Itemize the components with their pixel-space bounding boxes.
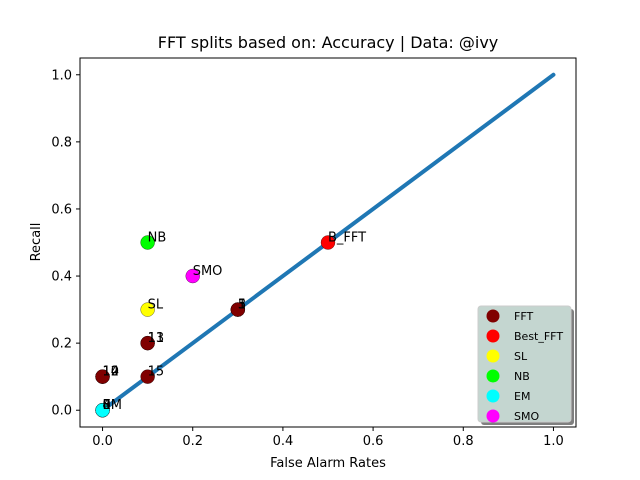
point-em-0 bbox=[95, 403, 110, 418]
point-label-fft-1: 4 bbox=[103, 398, 111, 413]
legend-marker-sl bbox=[486, 349, 500, 363]
point-label-fft-9: 1 bbox=[238, 298, 246, 313]
point-fft-5 bbox=[95, 369, 110, 384]
point-fft-8 bbox=[140, 335, 155, 351]
point-label-fft-2: 8 bbox=[103, 398, 111, 413]
point-label-fft-7: 11 bbox=[148, 331, 165, 346]
y-tick-label-5: 1.0 bbox=[51, 68, 72, 83]
point-label-best-fft-0: B_FFT bbox=[328, 231, 366, 246]
legend-marker-smo bbox=[486, 409, 500, 423]
x-tick-label-1: 0.2 bbox=[182, 434, 203, 449]
point-fft-6 bbox=[140, 369, 155, 384]
legend-marker-best-fft bbox=[486, 329, 500, 343]
legend-marker-fft bbox=[486, 309, 500, 323]
point-label-fft-8: 13 bbox=[148, 331, 165, 346]
x-tick-label-5: 1.0 bbox=[543, 434, 564, 449]
point-label-em-0: EM bbox=[103, 398, 122, 413]
legend-label-nb: NB bbox=[514, 370, 530, 383]
point-nb-0 bbox=[140, 235, 155, 250]
y-tick-label-1: 0.2 bbox=[51, 337, 72, 352]
axes: 0.0 0.2 0.4 0.6 0.8 1.0 0.0 0.2 0.4 0.6 0.8 1.0 bbox=[51, 68, 563, 449]
point-label-fft-11: 5 bbox=[238, 298, 246, 313]
point-label-fft-3: 12 bbox=[103, 365, 120, 380]
legend-label-best-fft: Best_FFT bbox=[514, 330, 563, 343]
legend-box bbox=[477, 305, 572, 423]
y-tick-label-3: 0.6 bbox=[51, 202, 72, 217]
legend-label-em: EM bbox=[514, 390, 530, 403]
legend: FFT Best_FFT SL NB EM SMO bbox=[477, 305, 574, 425]
chart-title: FFT splits based on: Accuracy | Data: @i… bbox=[158, 33, 499, 52]
point-smo-0 bbox=[185, 268, 200, 284]
point-best-fft-0 bbox=[320, 235, 336, 250]
axes-frame bbox=[79, 57, 577, 428]
point-label-fft-5: 10 bbox=[103, 365, 120, 380]
legend-marker-em bbox=[486, 389, 500, 403]
point-label-smo-0: SMO bbox=[193, 264, 223, 279]
y-tick-label-4: 0.8 bbox=[51, 135, 72, 150]
point-label-fft-4: 14 bbox=[103, 365, 120, 380]
y-tick-label-0: 0.0 bbox=[51, 404, 72, 419]
x-tick-label-4: 0.8 bbox=[453, 434, 474, 449]
point-fft-11 bbox=[230, 302, 245, 317]
y-tick-label-2: 0.4 bbox=[51, 270, 72, 285]
legend-label-fft: FFT bbox=[514, 310, 533, 323]
x-tick-label-0: 0.0 bbox=[92, 434, 113, 449]
legend-label-sl: SL bbox=[514, 350, 528, 363]
point-label-fft-10: 3 bbox=[238, 298, 246, 313]
x-tick-label-2: 0.4 bbox=[273, 434, 294, 449]
point-label-fft-0: 0 bbox=[103, 398, 111, 413]
legend-marker-nb bbox=[486, 369, 500, 383]
point-label-fft-6: 15 bbox=[148, 365, 165, 380]
point-label-sl-0: SL bbox=[148, 298, 164, 313]
x-tick-label-3: 0.6 bbox=[363, 434, 384, 449]
point-label-nb-0: NB bbox=[148, 231, 167, 246]
point-sl-0 bbox=[140, 302, 155, 317]
legend-label-smo: SMO bbox=[514, 410, 539, 423]
x-axis-label: False Alarm Rates bbox=[270, 456, 386, 471]
y-axis-label: Recall bbox=[29, 223, 44, 262]
